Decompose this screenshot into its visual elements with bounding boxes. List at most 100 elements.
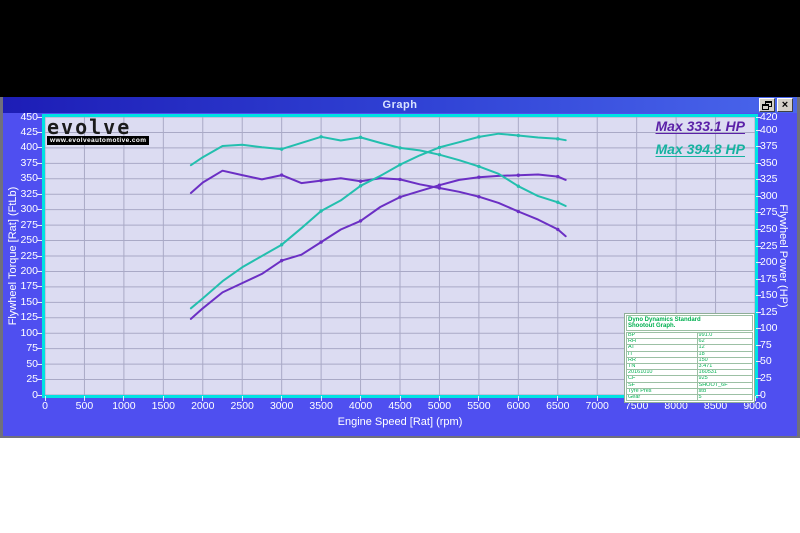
info-table-row: CF 925	[626, 375, 754, 383]
x-tick-label: 0	[42, 400, 48, 412]
x-tick-label: 3500	[309, 400, 333, 412]
y-left-tick-label: 350	[20, 172, 38, 185]
dyno-chart	[45, 117, 755, 395]
y-left-tick-mark	[37, 379, 42, 381]
y-left-tick-label: 450	[20, 110, 38, 123]
y-left-tick-label: 275	[20, 218, 38, 231]
x-tick-label: 9000	[743, 400, 767, 412]
x-tick-label: 3000	[269, 400, 294, 412]
logo-brand-text: evolve	[47, 115, 132, 139]
y-left-tick-label: 425	[20, 125, 38, 138]
x-tick-mark	[754, 396, 756, 401]
y-left-tick-mark	[37, 131, 42, 133]
info-table-row: Tyre Pres std	[626, 387, 754, 396]
x-tick-label: 4500	[388, 400, 412, 412]
y-right-tick-label: 200	[760, 256, 778, 269]
window-controls: ×	[759, 98, 793, 112]
x-tick-mark	[478, 396, 480, 401]
logo-url-text: www.evolveautomotive.com	[47, 136, 150, 145]
y-left-tick-label: 400	[20, 141, 38, 154]
x-tick-label: 6500	[546, 400, 570, 412]
restore-button[interactable]	[759, 98, 775, 112]
info-value: 925	[696, 375, 754, 383]
info-value: 18	[696, 350, 754, 358]
y-left-tick-mark	[37, 178, 42, 180]
y-right-tick-mark	[756, 377, 761, 379]
x-tick-mark	[162, 396, 164, 401]
x-tick-label: 6000	[506, 400, 530, 412]
x-tick-label: 1500	[151, 400, 175, 412]
y-right-tick-mark	[756, 394, 761, 396]
y-right-tick-label: 25	[760, 371, 772, 384]
y-left-tick-label: 75	[26, 342, 38, 355]
info-table-row: Gear 5	[626, 394, 754, 402]
y-right-tick-label: 75	[760, 338, 772, 351]
y-right-tick-label: 150	[760, 289, 778, 302]
info-value: 5	[696, 394, 754, 402]
title-bar[interactable]: Graph ×	[3, 97, 797, 113]
y-right-tick-mark	[756, 195, 761, 197]
info-value: 12	[696, 344, 754, 352]
y-right-tick-mark	[756, 262, 761, 264]
info-value: 160531	[696, 369, 754, 377]
y-right-tick-mark	[756, 278, 761, 280]
y-right-tick-label: 420	[760, 110, 778, 123]
run-info-panel: Dyno Dynamics Standard Shootout Graph. B…	[624, 313, 755, 404]
max-hp-label-run2: Max 394.8 HP	[655, 141, 746, 157]
info-value: 3.471	[696, 362, 754, 371]
x-tick-label: 500	[75, 400, 94, 412]
info-table-row: RH 62	[626, 338, 754, 346]
y-left-tick-label: 0	[32, 388, 38, 401]
info-value: 991.0	[696, 331, 754, 340]
y-right-tick-label: 100	[760, 322, 778, 335]
y-left-tick-label: 150	[20, 295, 38, 308]
x-tick-label: 5500	[467, 400, 491, 412]
y-right-tick-mark	[756, 162, 761, 164]
info-value: SHOOT_6F	[696, 381, 754, 389]
y-right-tick-mark	[756, 229, 761, 231]
y-right-tick-label: 275	[760, 206, 778, 219]
y-right-tick-label: 375	[760, 140, 778, 153]
y-right-tick-label: 300	[760, 189, 778, 202]
info-value: 150	[696, 356, 754, 365]
info-table-row: RR 150	[626, 356, 754, 365]
letterbox-top	[0, 0, 800, 97]
x-tick-label: 7500	[624, 400, 649, 412]
y-right-tick-label: 400	[760, 123, 778, 136]
close-icon: ×	[781, 99, 789, 111]
x-tick-label: 5000	[427, 400, 452, 412]
x-tick-mark	[557, 396, 559, 401]
y-right-tick-label: 225	[760, 239, 778, 252]
x-tick-mark	[83, 396, 85, 401]
x-tick-mark	[517, 396, 519, 401]
info-table-row: BP 991.0	[626, 331, 754, 340]
y-left-tick-label: 25	[26, 373, 38, 386]
x-tick-mark	[360, 396, 362, 401]
y-left-tick-label: 375	[20, 156, 38, 169]
y-left-tick-label: 200	[20, 264, 38, 277]
y-left-tick-label: 250	[20, 234, 38, 247]
x-tick-mark	[202, 396, 204, 401]
y-left-axis-title: Flywheel Torque [Rat] (FtLb)	[7, 186, 19, 326]
y-left-tick-mark	[37, 301, 42, 303]
x-tick-label: 7000	[585, 400, 609, 412]
y-left-tick-mark	[37, 332, 42, 334]
y-right-tick-mark	[756, 361, 761, 363]
y-left-tick-mark	[37, 162, 42, 164]
y-right-axis-title: Flywheel Power (HP)	[777, 204, 789, 308]
window-title: Graph	[382, 99, 418, 111]
y-right-tick-mark	[756, 116, 761, 118]
info-table-row: IT 18	[626, 350, 754, 358]
close-button[interactable]: ×	[777, 98, 793, 112]
y-left-tick-mark	[37, 286, 42, 288]
y-left-tick-label: 325	[20, 187, 38, 200]
y-right-tick-mark	[756, 212, 761, 214]
info-panel-header: Dyno Dynamics Standard Shootout Graph.	[626, 315, 753, 331]
y-left-tick-mark	[37, 270, 42, 272]
info-table-row: AT 12	[626, 344, 754, 352]
x-tick-label: 2000	[191, 400, 215, 412]
x-tick-mark	[320, 396, 322, 401]
y-right-tick-mark	[756, 129, 761, 131]
letterbox-bottom	[0, 438, 800, 533]
y-right-tick-mark	[756, 245, 761, 247]
